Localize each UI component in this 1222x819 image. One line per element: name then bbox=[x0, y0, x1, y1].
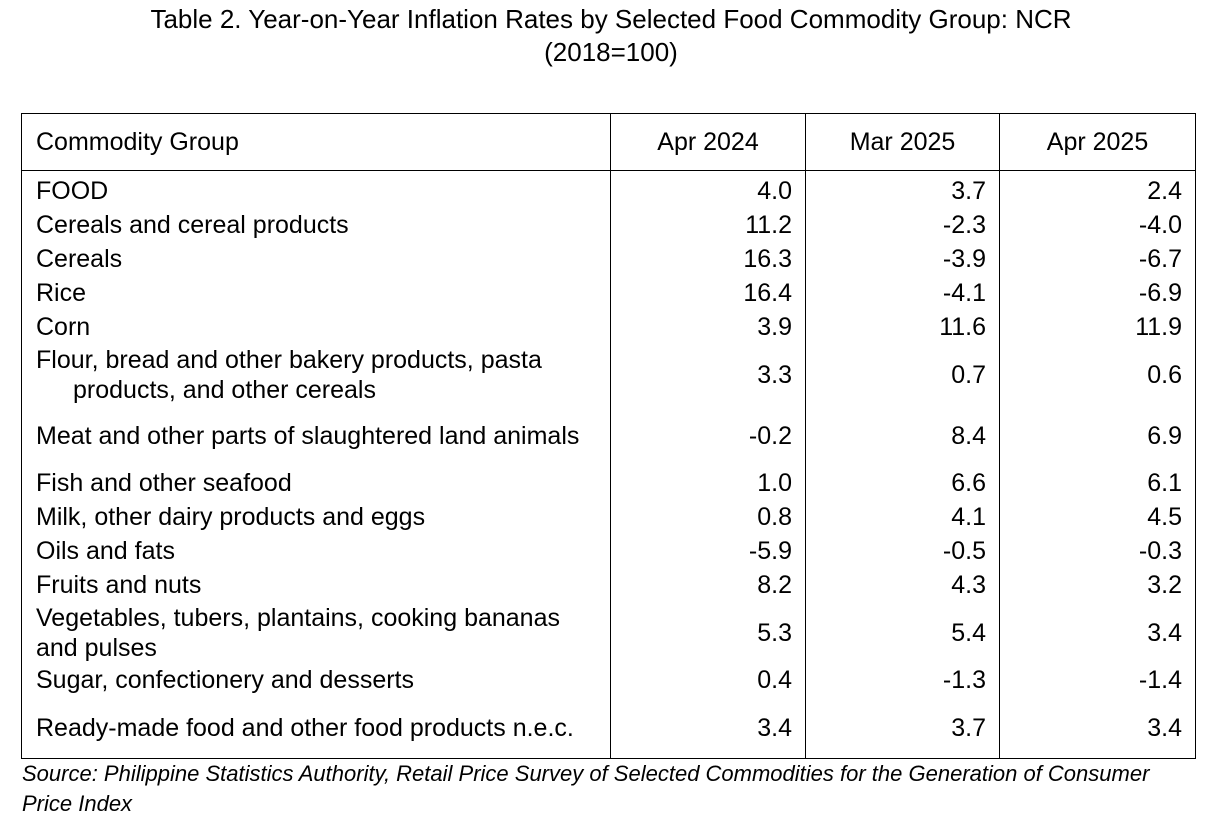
row-label: Vegetables, tubers, plantains, cooking b… bbox=[36, 603, 560, 662]
table-row: FOOD 4.0 3.7 2.4 bbox=[21, 170, 1196, 208]
row-label: Sugar, confectionery and desserts bbox=[21, 663, 611, 697]
cell-apr-2024: 11.2 bbox=[610, 208, 806, 242]
table-row: Vegetables, tubers, plantains, cooking b… bbox=[21, 602, 1196, 663]
cell-apr-2024: 16.3 bbox=[610, 242, 806, 276]
table-row: Corn 3.9 11.6 11.9 bbox=[21, 310, 1196, 344]
table-title-line2: (2018=100) bbox=[544, 37, 678, 67]
header-mar-2025: Mar 2025 bbox=[805, 113, 1000, 171]
cell-apr-2024: 1.0 bbox=[610, 466, 806, 500]
cell-apr-2025: -4.0 bbox=[999, 208, 1196, 242]
table-row: Cereals and cereal products 11.2 -2.3 -4… bbox=[21, 208, 1196, 242]
cell-mar-2025: -1.3 bbox=[805, 663, 1000, 697]
row-label: Cereals and cereal products bbox=[21, 208, 611, 242]
table-row: Oils and fats -5.9 -0.5 -0.3 bbox=[21, 534, 1196, 568]
cell-apr-2024: 5.3 bbox=[610, 602, 806, 663]
row-label: Oils and fats bbox=[21, 534, 611, 568]
cell-mar-2025: -0.5 bbox=[805, 534, 1000, 568]
cell-mar-2025: 3.7 bbox=[805, 697, 1000, 759]
cell-apr-2025: -6.9 bbox=[999, 276, 1196, 310]
cell-mar-2025: 5.4 bbox=[805, 602, 1000, 663]
table-title: Table 2. Year-on-Year Inflation Rates by… bbox=[0, 3, 1222, 69]
row-label: Milk, other dairy products and eggs bbox=[21, 500, 611, 534]
header-apr-2024: Apr 2024 bbox=[610, 113, 806, 171]
row-label: Cereals bbox=[21, 242, 611, 276]
table-row: Flour, bread and other bakery products, … bbox=[21, 344, 1196, 405]
cell-mar-2025: 4.1 bbox=[805, 500, 1000, 534]
cell-mar-2025: 3.7 bbox=[805, 170, 1000, 208]
table-title-line1: Table 2. Year-on-Year Inflation Rates by… bbox=[150, 4, 1072, 34]
cell-apr-2024: 4.0 bbox=[610, 170, 806, 208]
cell-mar-2025: 11.6 bbox=[805, 310, 1000, 344]
cell-mar-2025: -4.1 bbox=[805, 276, 1000, 310]
cell-mar-2025: 4.3 bbox=[805, 568, 1000, 602]
cell-mar-2025: -3.9 bbox=[805, 242, 1000, 276]
cell-mar-2025: 0.7 bbox=[805, 344, 1000, 405]
cell-apr-2025: -1.4 bbox=[999, 663, 1196, 697]
table-row: Sugar, confectionery and desserts 0.4 -1… bbox=[21, 663, 1196, 697]
row-label: Flour, bread and other bakery products, … bbox=[36, 345, 542, 404]
inflation-table: Commodity Group Apr 2024 Mar 2025 Apr 20… bbox=[21, 113, 1196, 759]
table-row: Rice 16.4 -4.1 -6.9 bbox=[21, 276, 1196, 310]
source-note: Source: Philippine Statistics Authority,… bbox=[22, 761, 1150, 816]
cell-apr-2025: 3.4 bbox=[999, 697, 1196, 759]
table-row: Fruits and nuts 8.2 4.3 3.2 bbox=[21, 568, 1196, 602]
table-row: Meat and other parts of slaughtered land… bbox=[21, 405, 1196, 466]
cell-apr-2025: 0.6 bbox=[999, 344, 1196, 405]
cell-apr-2024: 3.9 bbox=[610, 310, 806, 344]
row-label: FOOD bbox=[21, 170, 611, 208]
cell-apr-2025: -6.7 bbox=[999, 242, 1196, 276]
row-label: Fruits and nuts bbox=[21, 568, 611, 602]
cell-mar-2025: -2.3 bbox=[805, 208, 1000, 242]
cell-mar-2025: 6.6 bbox=[805, 466, 1000, 500]
cell-apr-2025: 3.2 bbox=[999, 568, 1196, 602]
header-commodity-group: Commodity Group bbox=[21, 113, 611, 171]
table-row: Cereals 16.3 -3.9 -6.7 bbox=[21, 242, 1196, 276]
cell-apr-2025: 3.4 bbox=[999, 602, 1196, 663]
header-apr-2025: Apr 2025 bbox=[999, 113, 1196, 171]
table-row: Ready-made food and other food products … bbox=[21, 697, 1196, 759]
cell-apr-2024: 16.4 bbox=[610, 276, 806, 310]
cell-apr-2024: 0.4 bbox=[610, 663, 806, 697]
cell-apr-2025: 4.5 bbox=[999, 500, 1196, 534]
cell-apr-2025: 6.1 bbox=[999, 466, 1196, 500]
cell-apr-2025: -0.3 bbox=[999, 534, 1196, 568]
cell-apr-2024: -0.2 bbox=[610, 405, 806, 466]
cell-apr-2024: 3.3 bbox=[610, 344, 806, 405]
row-label: Rice bbox=[21, 276, 611, 310]
cell-apr-2024: 8.2 bbox=[610, 568, 806, 602]
row-label: Ready-made food and other food products … bbox=[36, 713, 574, 742]
cell-apr-2024: 0.8 bbox=[610, 500, 806, 534]
cell-apr-2025: 2.4 bbox=[999, 170, 1196, 208]
cell-apr-2025: 6.9 bbox=[999, 405, 1196, 466]
table-row: Milk, other dairy products and eggs 0.8 … bbox=[21, 500, 1196, 534]
row-label: Fish and other seafood bbox=[21, 466, 611, 500]
cell-apr-2025: 11.9 bbox=[999, 310, 1196, 344]
header-row: Commodity Group Apr 2024 Mar 2025 Apr 20… bbox=[21, 113, 1196, 171]
row-label: Meat and other parts of slaughtered land… bbox=[36, 421, 580, 450]
cell-mar-2025: 8.4 bbox=[805, 405, 1000, 466]
cell-apr-2024: 3.4 bbox=[610, 697, 806, 759]
table-row: Fish and other seafood 1.0 6.6 6.1 bbox=[21, 466, 1196, 500]
cell-apr-2024: -5.9 bbox=[610, 534, 806, 568]
row-label: Corn bbox=[21, 310, 611, 344]
